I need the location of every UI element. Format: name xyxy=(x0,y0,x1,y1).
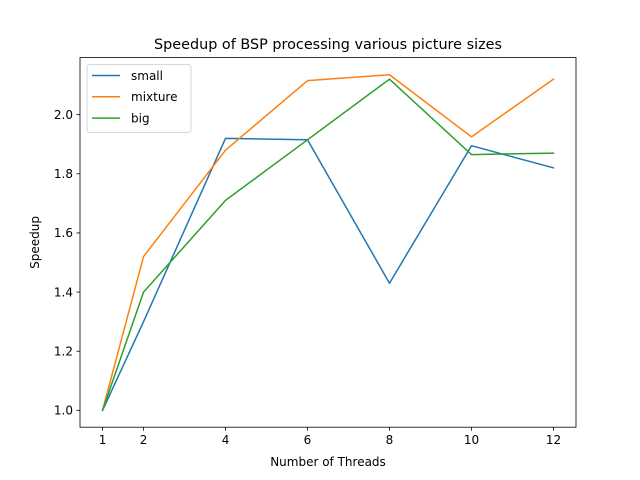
series-line-big xyxy=(101,78,555,412)
x-tick-label: 10 xyxy=(464,433,479,447)
x-tick-label: 12 xyxy=(546,433,561,447)
x-tick-label: 2 xyxy=(140,433,148,447)
axes-frame xyxy=(79,57,577,428)
series-line-mixture xyxy=(101,74,555,412)
legend-label-big: big xyxy=(131,111,150,125)
y-tick-label: 1.4 xyxy=(54,285,73,299)
y-tick-label: 1.0 xyxy=(54,404,73,418)
y-tick-label: 1.2 xyxy=(54,345,73,359)
x-tick-label: 1 xyxy=(99,433,107,447)
legend-label-mixture: mixture xyxy=(131,90,178,104)
legend-frame xyxy=(86,64,192,133)
axes-layer: 1 2 4 6 8 10 121.01.21.41.61.82.0 xyxy=(54,57,577,447)
y-tick-label: 2.0 xyxy=(54,108,73,122)
x-axis-label: Number of Threads xyxy=(270,455,386,469)
y-tick-label: 1.8 xyxy=(54,167,73,181)
y-tick-label: 1.6 xyxy=(54,226,73,240)
legend: small mixture big xyxy=(86,64,192,133)
legend-label-small: small xyxy=(131,69,163,83)
x-tick-label: 8 xyxy=(386,433,394,447)
x-tick-label: 6 xyxy=(304,433,312,447)
plot-layer xyxy=(101,74,555,412)
chart-title: Speedup of BSP processing various pictur… xyxy=(154,37,502,53)
y-axis-label: Speedup xyxy=(28,216,42,269)
x-tick-label: 4 xyxy=(222,433,230,447)
